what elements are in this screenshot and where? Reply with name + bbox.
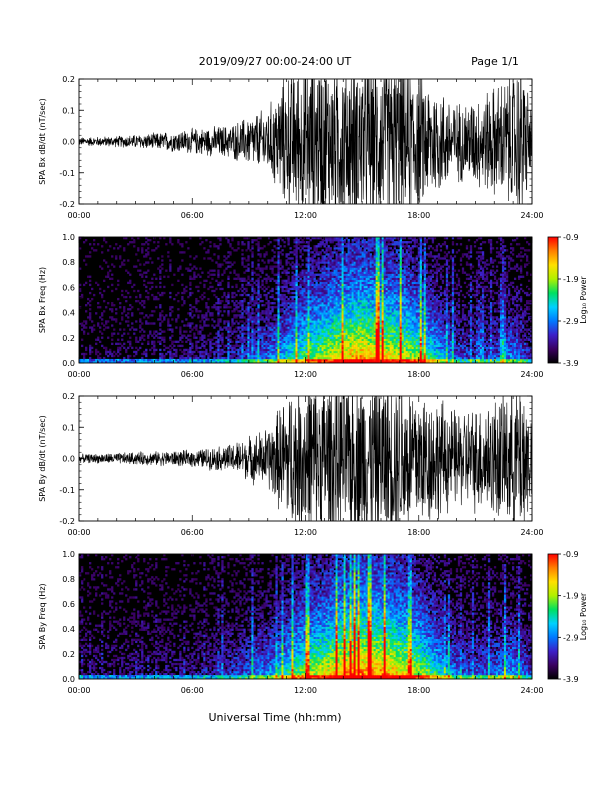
x-tick-label: 00:00 <box>67 528 90 537</box>
panel-2: -0.9 -1.9 -2.9 -3.9 Log₁₀ Power 1.0 0.8 0.6 0.4 0… <box>38 233 588 379</box>
y-axis-label: SPA Bx Freq (Hz) <box>38 267 47 333</box>
y-tick-label: 0.6 <box>62 283 75 292</box>
y-tick-label: 1.0 <box>62 233 75 242</box>
series-line-1 <box>79 79 532 204</box>
x-tick-label: 06:00 <box>181 528 204 537</box>
x-tick-label: 06:00 <box>181 370 204 379</box>
panel-3: 0.2 0.1 0.0 -0.1 -0.2 00:00 06:00 12:00 18:00 24:… <box>38 392 544 537</box>
y-tick-label: 0.6 <box>62 600 75 609</box>
y-tick-label: 0.1 <box>62 423 75 432</box>
page-indicator: Page 1/1 <box>471 55 519 68</box>
colorbar-tick-label: -0.9 <box>563 550 579 559</box>
spectrogram-2 <box>79 237 532 363</box>
y-tick-label: 0.4 <box>62 625 75 634</box>
panel-1: 0.2 0.1 0.0 -0.1 -0.2 00:00 06:00 12:00 18:00 24:… <box>38 75 544 220</box>
colorbar-tick-label: -1.9 <box>563 275 579 284</box>
x-tick-label: 24:00 <box>520 686 543 695</box>
colorbar-tick-label: -2.9 <box>563 633 579 642</box>
colorbar-4: -0.9 -1.9 -2.9 -3.9 Log₁₀ Power <box>547 550 588 684</box>
y-tick-label: 0.0 <box>62 138 75 147</box>
y-tick-label: 0.2 <box>62 650 75 659</box>
y-axis-label: SPA Bx dB/dt (nT/sec) <box>38 98 47 185</box>
y-tick-label: 0.0 <box>62 455 75 464</box>
y-tick-label: -0.1 <box>59 169 75 178</box>
y-tick-label: -0.1 <box>59 486 75 495</box>
x-tick-label: 12:00 <box>294 211 317 220</box>
x-tick-label: 12:00 <box>294 528 317 537</box>
y-tick-label: -0.2 <box>59 517 75 526</box>
y-tick-label: 0.0 <box>62 359 75 368</box>
x-tick-label: 24:00 <box>520 370 543 379</box>
y-tick-label: 0.8 <box>62 258 75 267</box>
x-tick-label: 06:00 <box>181 686 204 695</box>
spectrogram-4 <box>79 554 532 679</box>
x-tick-label: 06:00 <box>181 211 204 220</box>
colorbar-tick-label: -0.9 <box>563 233 579 242</box>
colorbar-tick-label: -3.9 <box>563 359 579 368</box>
colorbar-tick-label: -1.9 <box>563 592 579 601</box>
y-tick-label: 0.2 <box>62 334 75 343</box>
x-tick-label: 00:00 <box>67 686 90 695</box>
y-axis-label: SPA By dB/dt (nT/sec) <box>38 415 47 502</box>
colorbar-label: Log₁₀ Power <box>579 592 588 640</box>
colorbar-tick-label: -2.9 <box>563 317 579 326</box>
panel-4: -0.9 -1.9 -2.9 -3.9 Log₁₀ Power 1.0 0.8 0.6 0.4 0… <box>38 550 588 695</box>
x-tick-label: 18:00 <box>407 528 430 537</box>
colorbar-2: -0.9 -1.9 -2.9 -3.9 Log₁₀ Power <box>547 233 588 368</box>
x-axis-title: Universal Time (hh:mm) <box>209 711 342 724</box>
x-tick-label: 00:00 <box>67 211 90 220</box>
x-tick-label: 18:00 <box>407 211 430 220</box>
x-tick-label: 18:00 <box>407 686 430 695</box>
y-tick-label: 0.1 <box>62 106 75 115</box>
x-tick-label: 24:00 <box>520 528 543 537</box>
x-tick-label: 24:00 <box>520 211 543 220</box>
y-tick-label: 0.4 <box>62 309 75 318</box>
x-tick-label: 00:00 <box>67 370 90 379</box>
y-tick-label: 0.0 <box>62 675 75 684</box>
plot-title: 2019/09/27 00:00-24:00 UT <box>199 55 352 68</box>
y-tick-label: 0.8 <box>62 575 75 584</box>
series-line-3 <box>79 396 532 521</box>
x-tick-label: 12:00 <box>294 370 317 379</box>
x-tick-label: 18:00 <box>407 370 430 379</box>
y-tick-label: -0.2 <box>59 200 75 209</box>
y-tick-label: 0.2 <box>62 75 75 84</box>
colorbar-tick-label: -3.9 <box>563 675 579 684</box>
x-tick-label: 12:00 <box>294 686 317 695</box>
colorbar-label: Log₁₀ Power <box>579 276 588 324</box>
y-axis-label: SPA By Freq (Hz) <box>38 583 47 649</box>
y-tick-label: 1.0 <box>62 550 75 559</box>
y-tick-label: 0.2 <box>62 392 75 401</box>
